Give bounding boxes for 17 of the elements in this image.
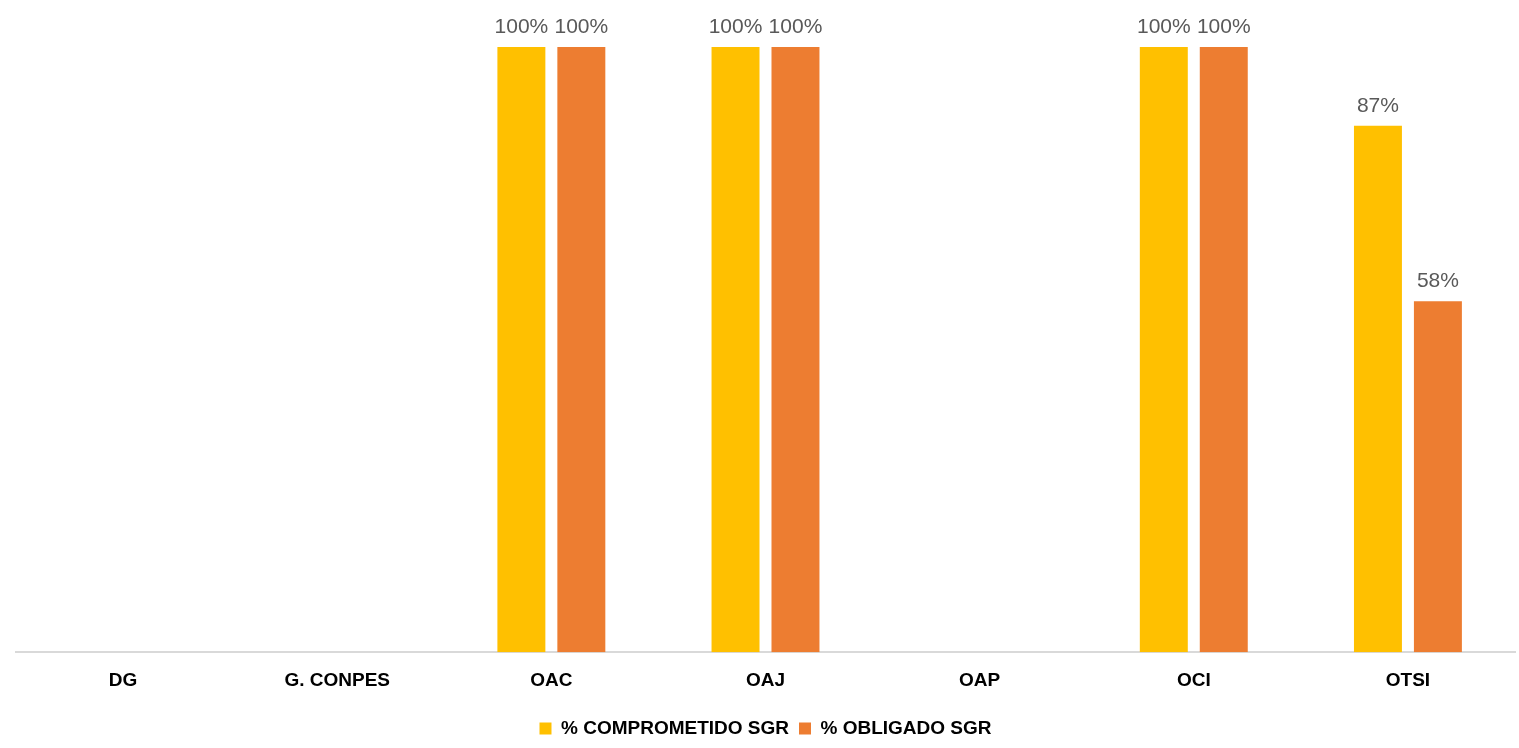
x-tick-label: OAP [959, 668, 1001, 690]
x-tick-label: OCI [1176, 668, 1211, 690]
data-label: 87% [1356, 92, 1399, 116]
data-label: 100% [554, 14, 609, 38]
x-tick-label: OTSI [1385, 668, 1431, 690]
data-label: 100% [494, 14, 549, 38]
data-label: 100% [1136, 14, 1191, 38]
x-tick-label: DG [108, 668, 138, 690]
data-label: 100% [1196, 14, 1251, 38]
legend-label: % OBLIGADO SGR [820, 716, 992, 738]
data-label: 58% [1416, 268, 1459, 292]
x-tick-label: OAC [530, 668, 573, 690]
legend-label: % COMPROMETIDO SGR [560, 716, 790, 738]
data-label: 100% [768, 14, 823, 38]
x-tick-label: G. CONPES [284, 668, 390, 690]
x-tick-label: OAJ [745, 668, 786, 690]
data-label: 100% [708, 14, 763, 38]
